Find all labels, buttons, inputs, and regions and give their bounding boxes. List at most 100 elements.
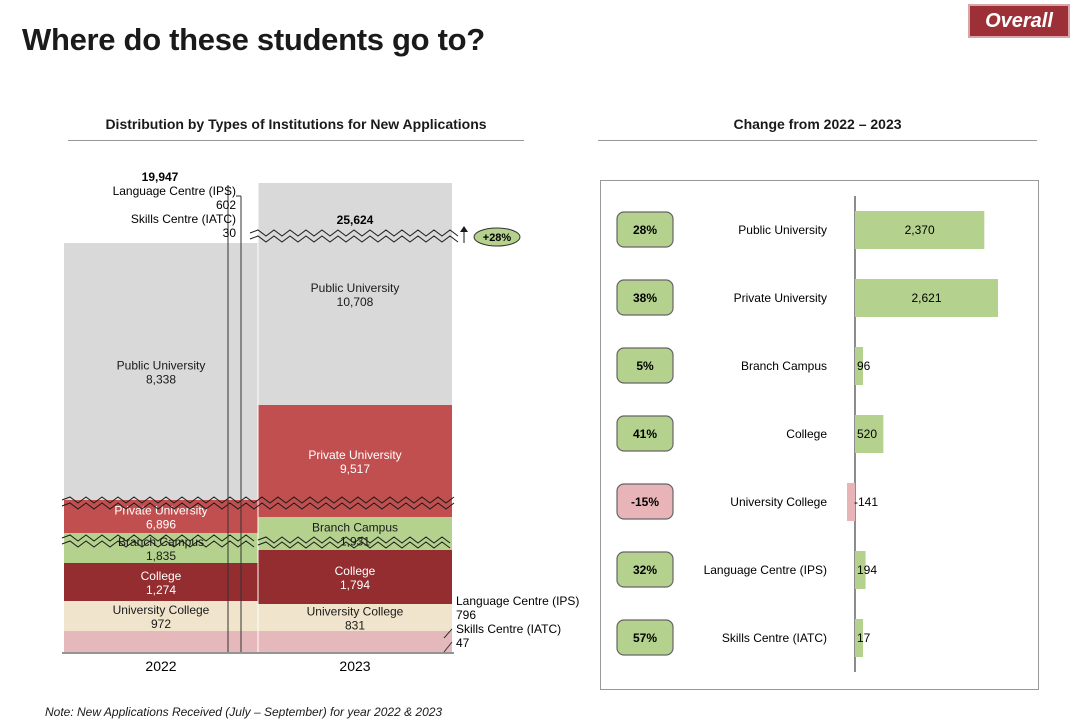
bar-2023-skills-centre-iatc — [258, 647, 452, 652]
pct-badge — [616, 483, 674, 520]
overall-badge: Overall — [968, 4, 1070, 38]
segment-value: 1,835 — [146, 549, 176, 563]
footnote: Note: New Applications Received (July – … — [45, 705, 443, 719]
segment-label: Branch Campus — [312, 521, 398, 535]
bar-2022-college — [64, 563, 258, 601]
segment-value: 8,338 — [146, 373, 176, 387]
bar-2023-public-university — [258, 183, 452, 405]
bar-2022-skills-centre-iatc — [64, 647, 258, 652]
axis-break-line — [257, 541, 451, 549]
axis-break-line — [61, 496, 455, 504]
change-bar-language-centre-ips — [855, 551, 866, 589]
callout-label: Skills Centre (IATC) — [456, 622, 561, 636]
category-label: Public University — [738, 223, 827, 237]
bar-2022-university-college — [64, 601, 258, 631]
axis-break-line — [61, 534, 255, 542]
segment-value: 6,896 — [146, 518, 176, 532]
left-title-rule — [68, 140, 524, 141]
pct-label: 28% — [633, 223, 657, 237]
callout-value: 47 — [456, 636, 470, 650]
category-label: Language Centre (IPS) — [704, 563, 827, 577]
pct-badge — [616, 551, 674, 588]
total-2023: 25,624 — [337, 213, 374, 227]
leader-line — [443, 628, 453, 639]
bar-2022-public-university — [64, 243, 258, 500]
axis-break-line — [61, 540, 255, 548]
segment-label: Public University — [117, 359, 206, 373]
right-chart-title: Change from 2022 – 2023 — [733, 116, 902, 132]
bar-2023-college — [258, 550, 452, 604]
segment-label: Private University — [114, 504, 207, 518]
total-2022: 19,947 — [142, 170, 179, 184]
callout-label: Language Centre (IPS) — [113, 184, 236, 198]
bar-2022-private-university — [64, 500, 258, 533]
change-bar-skills-centre-iatc — [855, 619, 863, 657]
change-bar-branch-campus — [855, 347, 863, 385]
segment-value: 1,274 — [146, 583, 176, 597]
pct-label: 41% — [633, 427, 657, 441]
growth-label: +28% — [483, 232, 512, 244]
callout-label: Language Centre (IPS) — [456, 594, 579, 608]
pct-label: 38% — [633, 291, 657, 305]
pct-badge — [616, 415, 674, 452]
segment-value: 1,794 — [340, 578, 370, 592]
category-label: University College — [730, 495, 827, 509]
change-bar-college — [855, 415, 884, 453]
segment-label: College — [141, 569, 182, 583]
value-label: 520 — [857, 427, 877, 441]
x-tick-label: 2023 — [339, 658, 370, 674]
change-bar-public-university — [855, 211, 985, 249]
bar-2023-branch-campus — [258, 517, 452, 550]
bar-2023-language-centre-ips — [258, 631, 452, 647]
segment-label: Public University — [311, 281, 400, 295]
value-label: 2,370 — [905, 223, 935, 237]
segment-label: University College — [307, 605, 404, 619]
growth-arrow-head — [460, 226, 468, 232]
pct-label: 57% — [633, 631, 657, 645]
callout-value: 796 — [456, 608, 476, 622]
page-title: Where do these students go to? — [22, 22, 485, 57]
value-label: 96 — [857, 359, 871, 373]
category-label: Private University — [734, 291, 827, 305]
bar-2022-language-centre-ips — [64, 631, 258, 647]
pct-label: 5% — [636, 359, 654, 373]
axis-break-line — [61, 502, 455, 510]
callout-value: 30 — [223, 226, 237, 240]
axis-break-line — [249, 235, 459, 243]
pct-label: -15% — [631, 495, 659, 509]
segment-value: 831 — [345, 619, 365, 633]
pct-label: 32% — [633, 563, 657, 577]
axis-break-line — [257, 536, 451, 544]
segment-value: 10,708 — [337, 295, 374, 309]
callout-value: 602 — [216, 198, 236, 212]
pct-badge — [616, 211, 674, 248]
right-title-rule — [598, 140, 1037, 141]
growth-badge — [473, 227, 521, 247]
leader-line — [443, 641, 453, 653]
segment-label: University College — [113, 603, 210, 617]
change-bar-university-college — [847, 483, 855, 521]
value-label: 194 — [857, 563, 877, 577]
segment-value: 972 — [151, 617, 171, 631]
value-label: 2,621 — [911, 291, 941, 305]
change-bar-private-university — [855, 279, 998, 317]
x-tick-label: 2022 — [145, 658, 176, 674]
category-label: Branch Campus — [741, 359, 827, 373]
axis-break-line — [249, 229, 459, 237]
bar-2023-university-college — [258, 604, 452, 631]
value-label: -141 — [854, 495, 878, 509]
callout-label: Skills Centre (IATC) — [131, 212, 236, 226]
segment-label: College — [335, 564, 376, 578]
change-panel — [600, 180, 1039, 690]
category-label: Skills Centre (IATC) — [722, 631, 827, 645]
value-label: 17 — [857, 631, 871, 645]
pct-badge — [616, 347, 674, 384]
segment-label: Private University — [308, 448, 401, 462]
pct-badge — [616, 279, 674, 316]
left-chart-title: Distribution by Types of Institutions fo… — [105, 116, 487, 132]
category-label: College — [786, 427, 827, 441]
segment-value: 9,517 — [340, 462, 370, 476]
pct-badge — [616, 619, 674, 656]
